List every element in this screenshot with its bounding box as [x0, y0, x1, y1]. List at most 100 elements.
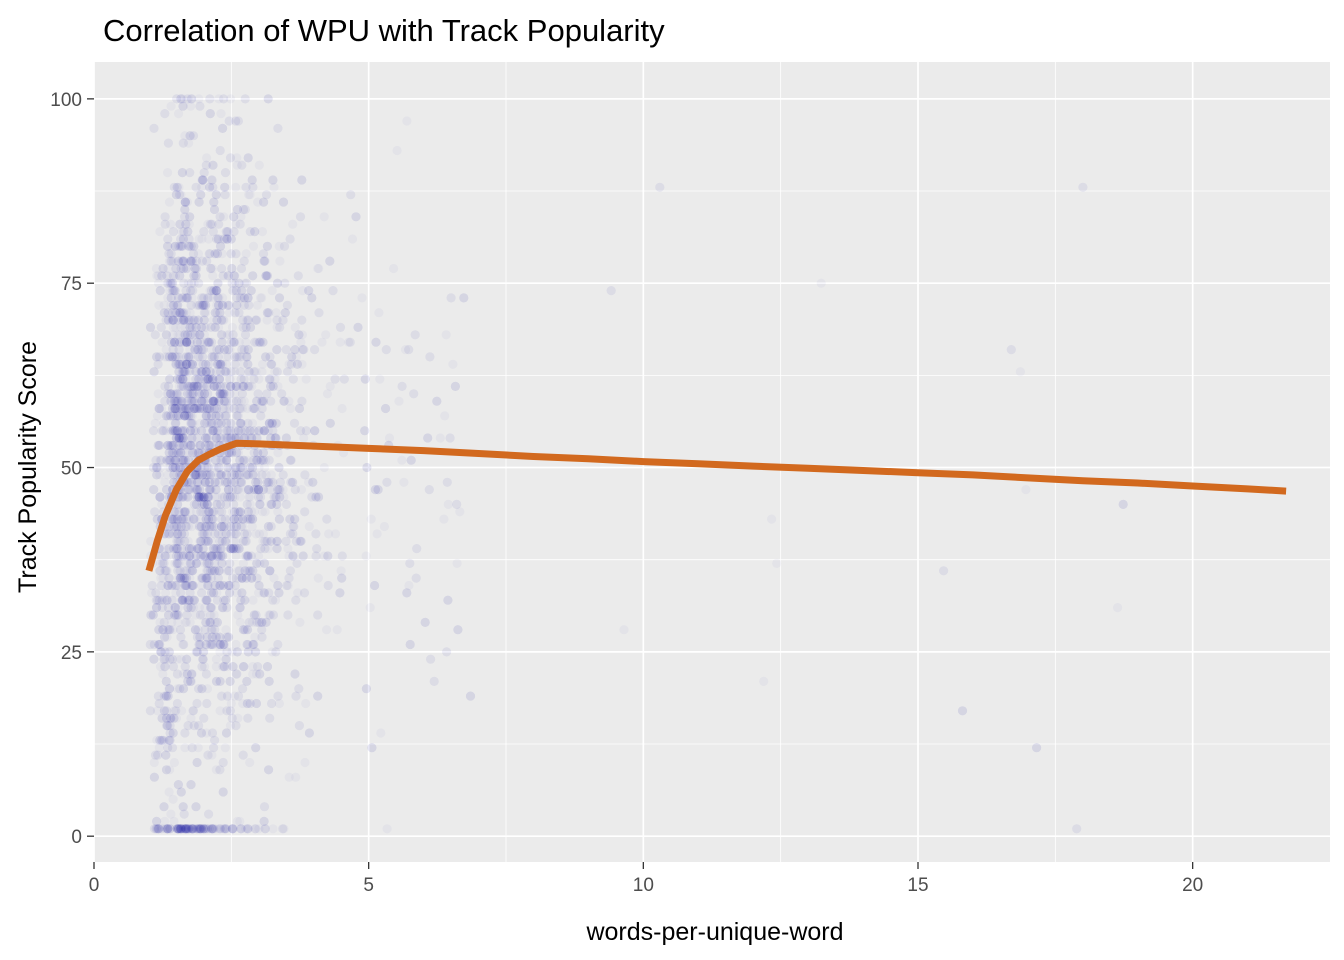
scatter-point [308, 478, 317, 487]
scatter-point [255, 669, 264, 678]
scatter-point [269, 382, 278, 391]
scatter-point [260, 257, 269, 266]
scatter-point [168, 279, 177, 288]
scatter-point [295, 404, 304, 413]
scatter-point [248, 566, 257, 575]
scatter-point [161, 551, 170, 560]
scatter-point [224, 345, 233, 354]
scatter-point [233, 647, 242, 656]
scatter-point [169, 426, 178, 435]
scatter-point [375, 375, 384, 384]
scatter-point [333, 625, 342, 634]
scatter-point [244, 316, 253, 325]
scatter-point [215, 345, 224, 354]
scatter-point [260, 559, 269, 568]
scatter-point [317, 338, 326, 347]
scatter-point [323, 551, 332, 560]
scatter-point [225, 116, 234, 125]
scatter-point [252, 529, 261, 538]
scatter-point [232, 382, 241, 391]
scatter-point [227, 249, 236, 258]
scatter-point [240, 257, 249, 266]
scatter-point [360, 426, 369, 435]
scatter-point [275, 257, 284, 266]
scatter-point [338, 551, 347, 560]
scatter-point [267, 419, 276, 428]
scatter-point [260, 802, 269, 811]
scatter-point [170, 338, 179, 347]
scatter-point [159, 802, 168, 811]
scatter-point [169, 728, 178, 737]
scatter-point [1016, 367, 1025, 376]
scatter-point [389, 264, 398, 273]
scatter-point [257, 618, 266, 627]
scatter-point [249, 242, 258, 251]
scatter-point [189, 382, 198, 391]
scatter-point [264, 94, 273, 103]
scatter-point [242, 677, 251, 686]
scatter-point [324, 529, 333, 538]
scatter-point [205, 183, 214, 192]
scatter-point [243, 699, 252, 708]
scatter-point [210, 736, 219, 745]
scatter-point [297, 316, 306, 325]
scatter-point [453, 625, 462, 634]
y-axis-title: Track Popularity Score [14, 341, 42, 593]
scatter-point [442, 647, 451, 656]
scatter-point [273, 367, 282, 376]
scatter-point [160, 109, 169, 118]
scatter-point [179, 264, 188, 273]
scatter-point [346, 190, 355, 199]
y-tick-label: 100 [50, 90, 82, 111]
scatter-point [325, 257, 334, 266]
smooth-line-layer [145, 439, 1287, 572]
scatter-point [286, 234, 295, 243]
scatter-point [262, 271, 271, 280]
scatter-point [159, 264, 168, 273]
scatter-point [152, 352, 161, 361]
scatter-point [436, 433, 445, 442]
scatter-point [290, 419, 299, 428]
scatter-point [176, 625, 185, 634]
scatter-point [373, 529, 382, 538]
scatter-point [439, 515, 448, 524]
scatter-point [196, 441, 205, 450]
scatter-point [239, 625, 248, 634]
scatter-point [212, 500, 221, 509]
scatter-point [179, 684, 188, 693]
scatter-point [346, 338, 355, 347]
scatter-point [149, 124, 158, 133]
scatter-point [255, 500, 264, 509]
scatter-point [199, 227, 208, 236]
scatter-point [211, 581, 220, 590]
scatter-point [286, 456, 295, 465]
scatter-point [221, 824, 230, 833]
scatter-point [302, 375, 311, 384]
scatter-point [335, 588, 344, 597]
scatter-point [206, 109, 215, 118]
scatter-point [198, 175, 207, 184]
scatter-point [235, 456, 244, 465]
scatter-point [223, 463, 232, 472]
scatter-point [211, 544, 220, 553]
scatter-point [232, 301, 241, 310]
scatter-point [397, 456, 406, 465]
scatter-point [155, 227, 164, 236]
scatter-point [273, 692, 282, 701]
scatter-point [405, 559, 414, 568]
scatter-point [176, 308, 185, 317]
scatter-point [311, 492, 320, 501]
scatter-point [340, 375, 349, 384]
scatter-point [426, 655, 435, 664]
scatter-point [336, 323, 345, 332]
scatter-point [149, 426, 158, 435]
scatter-point [195, 485, 204, 494]
scatter-point [163, 441, 172, 450]
scatter-point [297, 175, 306, 184]
scatter-point [311, 529, 320, 538]
scatter-point [398, 382, 407, 391]
scatter-point [182, 655, 191, 664]
scatter-point [261, 352, 270, 361]
scatter-point [300, 588, 309, 597]
